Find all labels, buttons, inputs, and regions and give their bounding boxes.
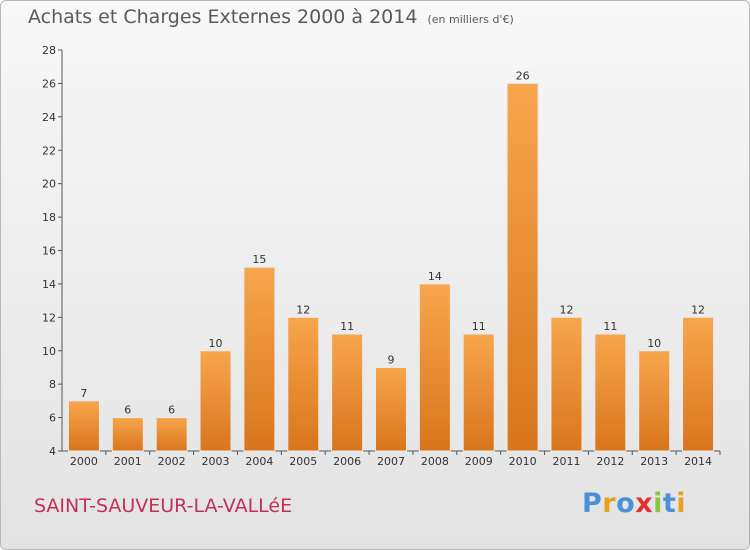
chart-title-text: Achats et Charges Externes 2000 à 2014 — [28, 6, 418, 28]
x-tick-label: 2011 — [552, 455, 580, 468]
logo-letter: t — [662, 488, 677, 519]
bar — [638, 350, 671, 452]
bar — [155, 417, 188, 452]
y-tick-label: 24 — [42, 111, 56, 124]
data-label: 12 — [691, 303, 705, 316]
data-label: 11 — [472, 320, 486, 333]
x-tick-label: 2010 — [509, 455, 537, 468]
bar — [199, 350, 232, 452]
x-tick-label: 2006 — [333, 455, 361, 468]
y-tick-label: 14 — [42, 278, 56, 291]
x-tick-label: 2001 — [114, 455, 142, 468]
chart-title: Achats et Charges Externes 2000 à 2014 (e… — [28, 6, 514, 28]
y-tick-label: 16 — [42, 245, 56, 258]
data-label: 6 — [124, 404, 131, 417]
x-tick-label: 2013 — [640, 455, 668, 468]
x-tick-label: 2008 — [421, 455, 449, 468]
y-tick-label: 18 — [42, 211, 56, 224]
y-tick-label: 22 — [42, 144, 56, 157]
commune-name: SAINT-SAUVEUR-LA-VALLéE — [34, 495, 293, 517]
bar — [594, 333, 627, 452]
chart-subtitle: (en milliers d'€) — [427, 13, 514, 26]
y-tick-label: 28 — [42, 44, 56, 57]
data-label: 11 — [603, 320, 617, 333]
chart-axes: 4 6 8 10 12 14 16 18 20 22 24 26 28 2000 2001 2002 2003 2… — [42, 44, 721, 468]
x-tick-label: 2002 — [158, 455, 186, 468]
data-label: 26 — [516, 69, 530, 82]
bar — [418, 283, 451, 452]
data-label: 12 — [296, 303, 310, 316]
y-tick-label: 26 — [42, 77, 56, 90]
bar — [331, 333, 364, 452]
data-label: 14 — [428, 270, 442, 283]
bar — [243, 266, 276, 452]
x-tick-label: 2012 — [596, 455, 624, 468]
data-label: 12 — [559, 303, 573, 316]
logo-letter: x — [635, 488, 654, 519]
data-label: 6 — [168, 404, 175, 417]
logo-letter: i — [676, 488, 687, 519]
bar — [67, 400, 100, 452]
data-label: 10 — [209, 337, 223, 350]
logo-letter: r — [602, 488, 617, 519]
data-label: 15 — [252, 253, 266, 266]
x-tick-label: 2007 — [377, 455, 405, 468]
y-tick-label: 20 — [42, 178, 56, 191]
y-tick-label: 10 — [42, 345, 56, 358]
data-label: 9 — [388, 353, 395, 366]
y-tick-label: 8 — [49, 378, 56, 391]
x-tick-label: 2005 — [289, 455, 317, 468]
logo-letter: o — [616, 488, 636, 519]
x-tick-label: 2004 — [245, 455, 273, 468]
logo-letter: P — [582, 488, 603, 519]
x-tick-label: 2009 — [465, 455, 493, 468]
chart-bars: 7 6 6 10 15 12 11 9 14 11 26 12 11 10 12 — [67, 69, 715, 452]
x-tick-label: 2003 — [202, 455, 230, 468]
logo-letter: i — [653, 488, 663, 519]
bar — [111, 417, 144, 452]
y-tick-label: 4 — [49, 445, 56, 458]
data-label: 11 — [340, 320, 354, 333]
bar — [682, 316, 715, 452]
bar — [506, 82, 539, 452]
bar — [462, 333, 495, 452]
data-label: 10 — [647, 337, 661, 350]
bar — [375, 366, 407, 452]
x-tick-label: 2000 — [70, 455, 98, 468]
y-tick-label: 6 — [49, 412, 56, 425]
bar — [550, 316, 583, 452]
y-tick-label: 12 — [42, 311, 56, 324]
bar — [287, 316, 320, 452]
proxiti-logo: Proxiti — [582, 488, 686, 519]
x-tick-label: 2014 — [684, 455, 712, 468]
data-label: 7 — [80, 387, 87, 400]
